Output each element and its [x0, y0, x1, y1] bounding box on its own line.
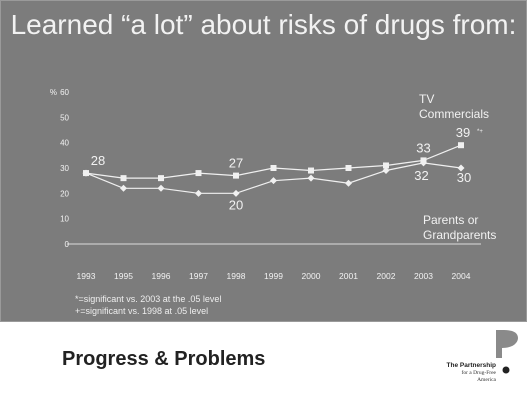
series-1-point [233, 172, 239, 179]
significance-marker: *+ [477, 129, 483, 135]
x-tick-label: 2003 [414, 271, 433, 281]
logo-name: The Partnership [446, 362, 496, 369]
x-tick-label: 2002 [377, 271, 396, 281]
x-tick-label: 2004 [452, 271, 471, 281]
x-tick-label: 1998 [227, 271, 246, 281]
y-unit-label: % [50, 88, 57, 97]
partnership-logo-icon [496, 330, 518, 374]
series-2-point [345, 179, 352, 187]
data-label: 30 [457, 170, 471, 185]
y-tick-label: 50 [60, 113, 69, 122]
y-tick-label: 20 [60, 189, 69, 198]
series-1-point [308, 167, 314, 174]
footnote-significance-1998: +=significant vs. 1998 at .05 level [75, 306, 209, 316]
legend-label-2: Parents or Grandparents [423, 213, 496, 242]
chart-title: Learned “a lot” about risks of drugs fro… [10, 9, 517, 40]
series-2-point [195, 189, 202, 197]
x-tick-label: 2000 [302, 271, 321, 281]
series-1-point [345, 165, 352, 171]
data-label: 28 [91, 153, 105, 168]
y-tick-label: 60 [60, 88, 69, 97]
series-1-point [158, 175, 164, 182]
x-tick-label: 1993 [77, 271, 96, 281]
x-tick-label: 1995 [114, 271, 133, 281]
series-1-point [383, 162, 389, 169]
series-1-point [458, 142, 464, 149]
x-tick-label: 1996 [152, 271, 171, 281]
series-2-point [382, 167, 390, 175]
series-2-point [270, 177, 277, 185]
series-2-point [120, 184, 127, 192]
footer-title: Progress & Problems [62, 348, 266, 370]
series-2-point [157, 184, 165, 192]
data-label: 20 [229, 197, 243, 212]
series-2-point [420, 159, 427, 167]
y-tick-label: 40 [60, 139, 69, 148]
data-label: 33 [416, 140, 430, 155]
footnote-significance-2003: *=significant vs. 2003 at the .05 level [75, 294, 222, 304]
x-tick-label: 1997 [189, 271, 208, 281]
series-2-point [232, 189, 240, 197]
data-label: 27 [229, 156, 243, 171]
x-tick-label: 1999 [264, 271, 283, 281]
y-tick-label: 30 [60, 164, 69, 173]
y-tick-label: 0 [65, 240, 70, 249]
data-label: 39 [456, 125, 470, 140]
x-tick-label: 2001 [339, 271, 358, 281]
data-label: 32 [414, 168, 428, 183]
line-chart: 0 10 20 30 40 50 60% 1993 1995 1996 1997 1998 1999 20… [50, 88, 497, 281]
chart-panel: 0 10 20 30 40 50 60% 1993 1995 1996 1997 1998 1999 20… [0, 0, 527, 322]
series-1-point [120, 175, 127, 182]
logo-subtitle: for a Drug-Free America [461, 370, 496, 383]
series-1-point [270, 165, 277, 171]
series-2-point [457, 164, 465, 172]
slide-footer: Progress & Problems The Partnership for … [0, 322, 527, 398]
series-2-point [82, 169, 90, 177]
series-1-point [195, 170, 202, 177]
series-line-1 [85, 144, 462, 179]
legend-label-1: TV Commercials [419, 92, 489, 121]
series-2-point [307, 174, 315, 182]
y-tick-label: 10 [60, 215, 69, 224]
